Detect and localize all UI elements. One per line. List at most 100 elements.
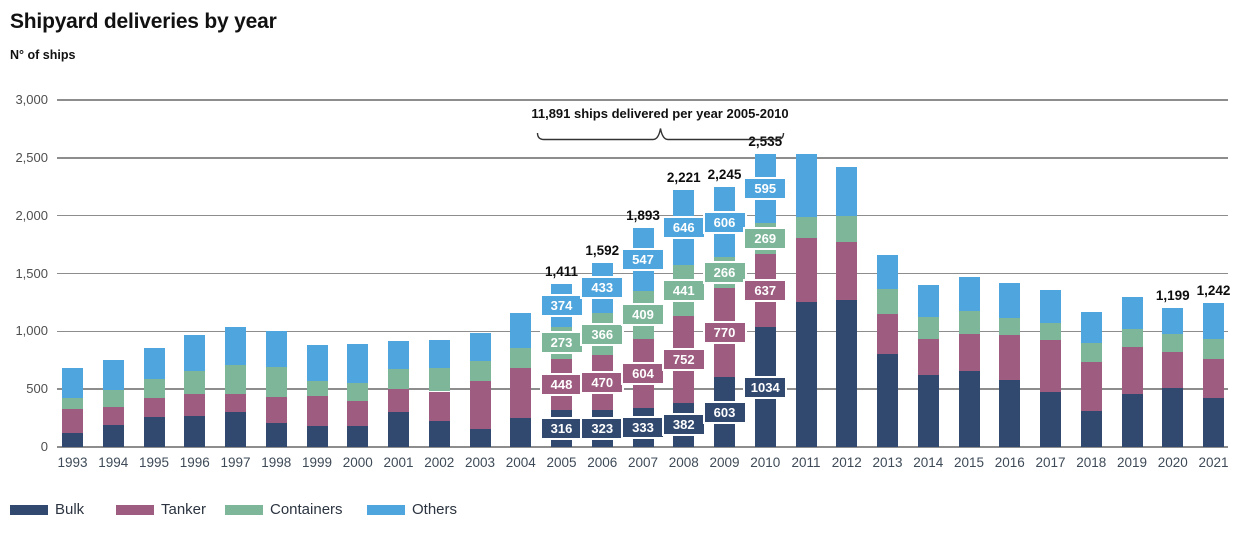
chart-title: Shipyard deliveries by year: [10, 10, 277, 33]
x-tick-label-1997: 1997: [220, 455, 251, 470]
x-tick-label-1999: 1999: [301, 455, 333, 470]
x-tick-label-2007: 2007: [627, 455, 659, 470]
y-tick-label: 500: [26, 381, 48, 397]
segment-label-2010-bulk: 1034: [743, 375, 788, 399]
bar-2013-others: [877, 255, 898, 290]
legend-label-tanker: Tanker: [161, 501, 207, 518]
bar-2000-tanker: [347, 400, 369, 427]
bar-1999-tanker: [306, 395, 328, 426]
bar-2001-containers: [388, 368, 409, 390]
bar-2015-containers: [958, 310, 980, 334]
legend-swatch-bulk: [10, 504, 48, 515]
bar-2019-containers: [1121, 329, 1143, 347]
bar-2000-others: [347, 344, 369, 383]
bar-1993-tanker: [62, 409, 83, 434]
total-label-2009: 2,245: [707, 167, 742, 183]
bar-1997-bulk: [225, 412, 246, 447]
bar-2015-others: [958, 276, 980, 311]
legend-swatch-others: [367, 504, 405, 515]
bar-1994-tanker: [102, 407, 124, 426]
segment-label-2009-others: 606: [702, 210, 747, 234]
bar-2001-others: [388, 341, 409, 369]
bar-2004-bulk: [510, 417, 532, 447]
legend-item-others: Others: [367, 501, 457, 518]
x-tick-label-2004: 2004: [505, 455, 536, 470]
x-tick-label-1995: 1995: [138, 455, 170, 470]
bar-2004-tanker: [510, 368, 532, 418]
bar-2011-others: [795, 154, 817, 217]
segment-label-2007-containers: 409: [621, 303, 665, 327]
total-label-2005: 1,411: [544, 263, 579, 279]
bar-1997-tanker: [225, 394, 246, 413]
bar-1996-bulk: [184, 416, 206, 447]
bar-1993-containers: [62, 398, 83, 410]
bar-1996-others: [184, 335, 206, 372]
bar-2004-others: [510, 313, 532, 348]
bar-2014-others: [917, 285, 939, 317]
bar-2021-bulk: [1203, 397, 1224, 447]
segment-label-2005-bulk: 316: [539, 417, 584, 441]
segment-label-2009-containers: 266: [702, 261, 747, 285]
bar-2001-tanker: [388, 389, 409, 412]
x-tick-label-2019: 2019: [1116, 455, 1148, 470]
bar-2003-bulk: [469, 428, 491, 447]
segment-label-2007-tanker: 604: [621, 362, 665, 386]
bar-2017-tanker: [1040, 340, 1061, 393]
bar-2002-tanker: [428, 391, 450, 421]
segment-label-2005-others: 374: [539, 293, 584, 317]
gridline-2,000: [57, 214, 1228, 217]
bar-1994-bulk: [102, 425, 124, 447]
x-tick-label-2011: 2011: [791, 455, 821, 470]
y-tick-label: 1,000: [15, 323, 48, 339]
x-tick-label-2000: 2000: [342, 455, 373, 470]
x-tick-label-2010: 2010: [750, 455, 781, 470]
bar-2019-bulk: [1121, 394, 1143, 447]
bar-2011-bulk: [795, 302, 817, 447]
segment-label-2009-bulk: 603: [702, 400, 747, 424]
total-label-2007: 1,893: [626, 208, 660, 224]
legend: Bulk Tanker Containers Others: [0, 501, 1237, 521]
bar-2021-others: [1203, 303, 1224, 339]
bar-1994-others: [102, 359, 124, 390]
bar-1995-containers: [143, 379, 165, 399]
bar-2004-containers: [510, 347, 532, 369]
segment-label-2008-others: 646: [661, 215, 706, 239]
bar-2018-tanker: [1080, 362, 1102, 412]
y-tick-label: 0: [40, 439, 48, 454]
bar-2002-others: [428, 340, 450, 368]
bar-2002-bulk: [428, 420, 450, 447]
bar-1997-containers: [225, 365, 246, 395]
legend-label-containers: Containers: [270, 501, 343, 518]
legend-label-bulk: Bulk: [55, 501, 85, 518]
x-tick-label-1996: 1996: [179, 455, 210, 470]
bar-2020-tanker: [1162, 352, 1184, 389]
gridline-2,500: [57, 157, 1228, 159]
bar-2014-bulk: [917, 374, 939, 447]
x-tick-label-2008: 2008: [668, 455, 699, 470]
gridline-3,000: [57, 99, 1228, 101]
bar-1993-bulk: [62, 433, 83, 447]
bar-2013-tanker: [877, 314, 898, 355]
legend-swatch-containers: [225, 504, 263, 515]
bar-1998-others: [265, 330, 287, 367]
bar-2015-bulk: [958, 370, 980, 447]
bar-2013-containers: [877, 289, 898, 314]
x-tick-label-2006: 2006: [587, 455, 618, 470]
bar-2020-others: [1162, 308, 1184, 334]
segment-label-2006-tanker: 470: [580, 370, 625, 394]
bar-2014-tanker: [917, 339, 939, 375]
bar-2020-containers: [1162, 333, 1184, 353]
bar-2017-others: [1040, 289, 1061, 324]
legend-item-containers: Containers: [225, 501, 343, 518]
bar-2020-bulk: [1162, 388, 1184, 447]
bar-1996-containers: [184, 371, 206, 394]
total-label-2006: 1,592: [585, 242, 620, 258]
x-tick-label-2003: 2003: [464, 455, 496, 470]
segment-label-2008-containers: 441: [661, 278, 706, 302]
x-tick-label-2017: 2017: [1035, 455, 1066, 470]
bar-2012-containers: [836, 216, 858, 242]
bar-1999-bulk: [306, 425, 328, 447]
bar-1998-tanker: [265, 396, 287, 423]
y-axis: 0 500 1,000 1,500 2,000 2,500 3,000: [0, 92, 48, 454]
bar-2019-others: [1121, 296, 1143, 330]
